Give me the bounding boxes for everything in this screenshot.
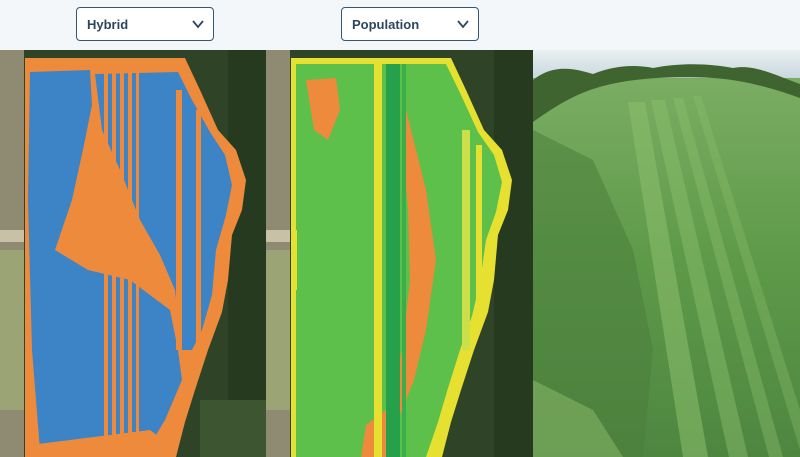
aerial-photo-panel [533,50,800,457]
aerial-field-photo [533,50,800,457]
hybrid-map-panel [0,50,266,457]
population-select-value: Population [352,16,420,32]
chevron-down-icon [192,20,204,29]
population-select[interactable]: Population [341,7,479,41]
population-map [266,50,533,457]
hybrid-select-value: Hybrid [87,16,129,32]
hybrid-map [0,50,266,457]
chevron-down-icon [457,20,469,29]
toolbar: Hybrid Population [0,0,800,50]
population-map-panel [266,50,533,457]
hybrid-select[interactable]: Hybrid [76,7,214,41]
